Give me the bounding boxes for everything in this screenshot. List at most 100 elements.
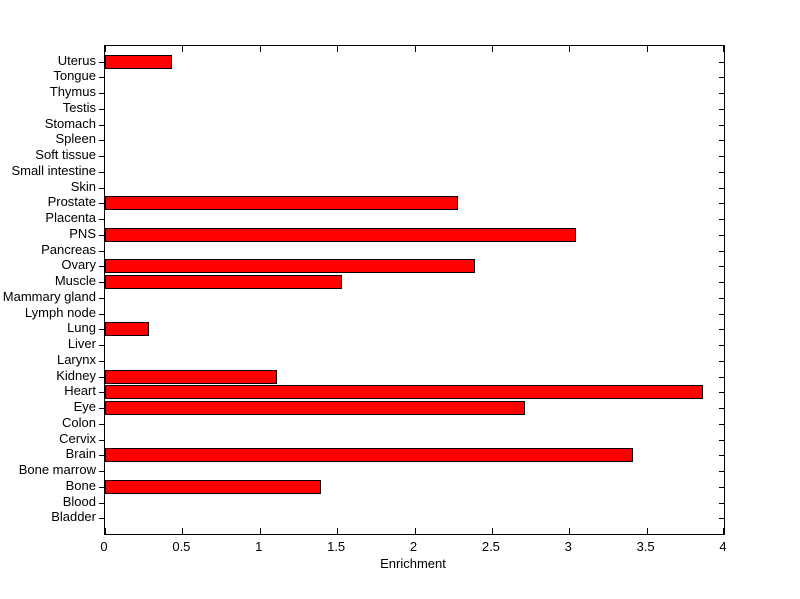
y-tick-mark-left (99, 61, 104, 63)
x-tick-label-2: 2 (409, 539, 418, 554)
y-tick-label-mammary-gland: Mammary gland (2, 288, 96, 304)
y-tick-mark-left (99, 471, 104, 473)
x-tick-mark-top (337, 46, 339, 52)
y-tick-mark-right (719, 93, 724, 95)
y-tick-label-small-intestine: Small intestine (11, 162, 96, 178)
y-tick-mark-left (99, 329, 104, 331)
y-tick-mark-left (99, 423, 104, 425)
y-tick-mark-left (99, 203, 104, 205)
x-tick-label-0.5: 0.5 (172, 539, 191, 554)
y-tick-mark-left (99, 455, 104, 457)
bar-uterus (105, 54, 172, 69)
x-tick-mark-bottom (337, 528, 339, 534)
y-tick-mark-right (719, 345, 724, 347)
x-tick-mark-bottom (105, 528, 106, 534)
y-tick-label-pancreas: Pancreas (41, 241, 96, 257)
y-tick-mark-right (719, 423, 724, 425)
y-tick-label-testis: Testis (62, 99, 96, 115)
y-tick-mark-right (719, 187, 724, 189)
y-tick-label-larynx: Larynx (56, 351, 96, 367)
x-tick-mark-bottom (723, 528, 724, 534)
y-tick-label-skin: Skin (70, 178, 96, 194)
y-tick-mark-left (99, 187, 104, 189)
y-tick-mark-left (99, 250, 104, 252)
y-tick-label-eye: Eye (73, 399, 96, 415)
x-axis-tick-labels: 0 0.5 1 1.5 2 2.5 3 3.5 4 (100, 539, 727, 556)
y-tick-mark-left (99, 140, 104, 142)
y-tick-mark-right (719, 203, 724, 205)
y-tick-mark-left (99, 392, 104, 394)
y-tick-label-heart: Heart (64, 383, 96, 399)
y-tick-mark-left (99, 219, 104, 221)
y-tick-mark-left (99, 439, 104, 441)
y-tick-mark-right (719, 266, 724, 268)
y-tick-mark-right (719, 77, 724, 79)
y-tick-mark-left (99, 502, 104, 504)
y-tick-label-bone-marrow: Bone marrow (18, 462, 96, 478)
y-tick-mark-right (719, 171, 724, 173)
y-tick-label-cervix: Cervix (59, 430, 96, 446)
y-tick-mark-left (99, 77, 104, 79)
x-tick-label-0: 0 (100, 539, 108, 554)
y-tick-mark-right (719, 140, 724, 142)
y-tick-mark-left (99, 313, 104, 315)
y-tick-label-kidney: Kidney (56, 367, 96, 383)
y-tick-mark-right (719, 455, 724, 457)
y-tick-mark-left (99, 93, 104, 95)
y-tick-mark-left (99, 124, 104, 126)
y-tick-mark-left (99, 360, 104, 362)
x-axis-title: Enrichment (380, 556, 446, 571)
y-tick-mark-right (719, 219, 724, 221)
y-tick-mark-left (99, 156, 104, 158)
bar-pns (105, 227, 576, 242)
x-tick-label-1.5: 1.5 (327, 539, 346, 554)
y-tick-label-bone: Bone (65, 477, 96, 493)
x-tick-label-4: 4 (719, 539, 727, 554)
y-tick-mark-right (719, 108, 724, 110)
x-tick-mark-bottom (259, 528, 261, 534)
y-tick-mark-right (719, 360, 724, 362)
y-tick-mark-right (719, 486, 724, 488)
bar-eye (105, 401, 525, 416)
y-tick-mark-left (99, 266, 104, 268)
y-tick-label-tongue: Tongue (53, 68, 96, 84)
y-tick-mark-left (99, 518, 104, 520)
y-tick-label-spleen: Spleen (55, 131, 96, 147)
y-tick-mark-right (719, 329, 724, 331)
y-tick-mark-right (719, 297, 724, 299)
y-tick-label-liver: Liver (67, 336, 96, 352)
y-tick-mark-right (719, 518, 724, 520)
y-tick-mark-right (719, 282, 724, 284)
x-tick-label-3.5: 3.5 (636, 539, 655, 554)
x-tick-mark-bottom (646, 528, 648, 534)
y-tick-mark-left (99, 376, 104, 378)
bar-bone (105, 479, 321, 494)
y-tick-label-bladder: Bladder (51, 509, 96, 525)
x-tick-mark-bottom (569, 528, 571, 534)
bar-brain (105, 448, 634, 463)
x-tick-mark-bottom (182, 528, 184, 534)
x-tick-mark-top (569, 46, 571, 52)
y-tick-mark-left (99, 345, 104, 347)
bar-ovary (105, 259, 476, 274)
x-tick-mark-top (646, 46, 648, 52)
plot-area (99, 45, 725, 535)
x-tick-mark-bottom (414, 528, 416, 534)
y-tick-mark-left (99, 408, 104, 410)
y-tick-label-lung: Lung (67, 320, 96, 336)
y-tick-label-ovary: Ovary (61, 257, 96, 273)
x-tick-label-2.5: 2.5 (481, 539, 500, 554)
y-tick-label-uterus: Uterus (57, 52, 96, 68)
bar-prostate (105, 196, 459, 211)
y-tick-mark-right (719, 61, 724, 63)
y-tick-mark-right (719, 376, 724, 378)
y-tick-label-brain: Brain (65, 446, 96, 462)
y-tick-mark-right (719, 502, 724, 504)
bar-heart (105, 385, 703, 400)
y-tick-mark-right (719, 124, 724, 126)
y-tick-mark-right (719, 156, 724, 158)
bar-lung (105, 322, 149, 337)
y-tick-mark-right (719, 439, 724, 441)
y-tick-mark-left (99, 171, 104, 173)
y-tick-label-muscle: Muscle (54, 273, 96, 289)
